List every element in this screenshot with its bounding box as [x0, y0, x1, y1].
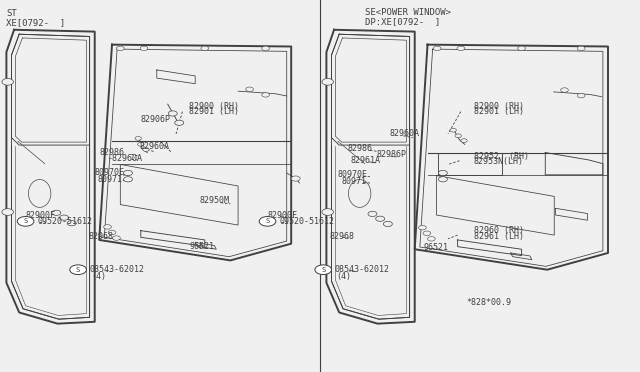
Text: 82906P: 82906P: [141, 115, 171, 124]
Text: SE<POWER WINDOW>: SE<POWER WINDOW>: [365, 8, 451, 17]
Circle shape: [168, 111, 177, 116]
Text: 96521: 96521: [189, 242, 214, 251]
Circle shape: [262, 46, 269, 51]
Text: 82986: 82986: [348, 144, 372, 153]
Circle shape: [262, 93, 269, 97]
Text: 82968: 82968: [88, 232, 113, 241]
Circle shape: [135, 137, 141, 140]
Circle shape: [113, 236, 120, 240]
Text: S: S: [24, 218, 28, 224]
Text: 82950M: 82950M: [200, 196, 230, 205]
Text: 82900 (RH): 82900 (RH): [189, 102, 239, 110]
Circle shape: [383, 221, 392, 227]
Circle shape: [70, 265, 86, 275]
Text: S: S: [266, 218, 269, 224]
Circle shape: [461, 139, 467, 142]
Circle shape: [124, 177, 132, 182]
Text: S: S: [76, 267, 80, 273]
Circle shape: [419, 225, 426, 230]
Circle shape: [376, 216, 385, 221]
Text: ST: ST: [6, 9, 17, 18]
Circle shape: [438, 177, 447, 182]
Circle shape: [457, 46, 465, 51]
Text: 82986: 82986: [99, 148, 124, 157]
Text: (4): (4): [336, 272, 351, 280]
Text: 82960A: 82960A: [389, 129, 419, 138]
Text: 80970E: 80970E: [338, 170, 368, 179]
Circle shape: [561, 88, 568, 92]
Text: 82968: 82968: [330, 232, 355, 241]
Circle shape: [104, 225, 111, 229]
Circle shape: [52, 210, 61, 215]
Text: 82961A: 82961A: [351, 156, 381, 165]
Text: 82900F: 82900F: [26, 211, 56, 219]
Circle shape: [368, 211, 377, 217]
Circle shape: [577, 46, 585, 51]
Circle shape: [322, 78, 333, 85]
Text: 82986P: 82986P: [376, 150, 406, 159]
Text: 82953N(LH): 82953N(LH): [474, 157, 524, 166]
Circle shape: [455, 134, 461, 138]
Text: 82960A: 82960A: [140, 142, 170, 151]
Text: 82952  (RH): 82952 (RH): [474, 152, 529, 161]
Text: 82900 (RH): 82900 (RH): [474, 102, 524, 110]
Circle shape: [143, 148, 149, 151]
Text: 82960 (RH): 82960 (RH): [474, 226, 524, 235]
Text: S: S: [321, 267, 325, 273]
Text: 96521: 96521: [424, 243, 449, 252]
Text: (4): (4): [92, 272, 106, 280]
Text: -82960A: -82960A: [108, 154, 143, 163]
Circle shape: [450, 128, 456, 132]
Text: 08543-62012: 08543-62012: [90, 265, 145, 274]
Text: 09520-51612: 09520-51612: [37, 217, 92, 226]
Text: 08543-62012: 08543-62012: [335, 265, 390, 274]
Circle shape: [577, 93, 585, 98]
Circle shape: [140, 46, 148, 51]
Circle shape: [246, 87, 253, 92]
Circle shape: [2, 209, 13, 215]
Circle shape: [433, 46, 441, 51]
Circle shape: [2, 78, 13, 85]
Circle shape: [108, 230, 116, 235]
Text: XE[0792-  ]: XE[0792- ]: [6, 18, 65, 27]
Text: *828*00.9: *828*00.9: [466, 298, 511, 307]
Circle shape: [138, 142, 144, 146]
Circle shape: [518, 46, 525, 51]
Text: 82901 (LH): 82901 (LH): [189, 107, 239, 116]
Circle shape: [67, 221, 76, 226]
Circle shape: [17, 217, 34, 226]
Text: 82900F: 82900F: [268, 211, 298, 219]
Circle shape: [175, 120, 184, 125]
Circle shape: [124, 170, 132, 176]
Text: DP:XE[0792-  ]: DP:XE[0792- ]: [365, 17, 440, 26]
Circle shape: [116, 46, 124, 51]
Circle shape: [201, 46, 209, 51]
Circle shape: [438, 170, 447, 176]
Circle shape: [423, 231, 431, 235]
Ellipse shape: [28, 179, 51, 207]
Ellipse shape: [349, 179, 371, 207]
Circle shape: [291, 176, 300, 181]
Circle shape: [428, 237, 435, 241]
Text: 82901 (LH): 82901 (LH): [474, 107, 524, 116]
Text: 80971: 80971: [341, 177, 366, 186]
Text: 82961 (LH): 82961 (LH): [474, 232, 524, 241]
Text: 09520-51612: 09520-51612: [279, 217, 334, 226]
Circle shape: [322, 209, 333, 215]
Circle shape: [60, 215, 68, 220]
Text: 80971: 80971: [98, 175, 123, 184]
Circle shape: [315, 265, 332, 275]
Circle shape: [259, 217, 276, 226]
Text: 80970E: 80970E: [95, 169, 125, 177]
